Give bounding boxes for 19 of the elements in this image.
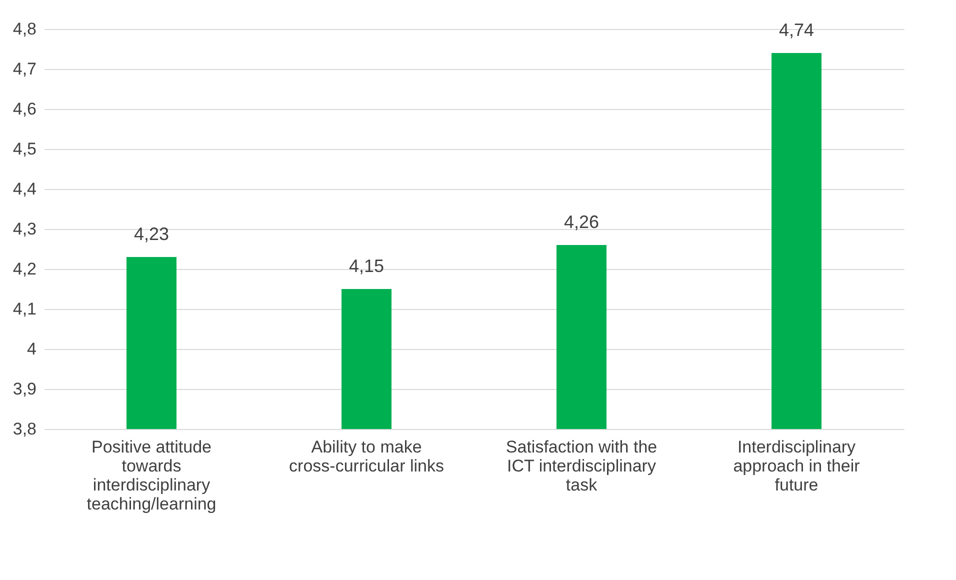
data-label: 4,23 [134, 224, 170, 244]
x-tick-label: Ability to make cross-curricular links [289, 438, 444, 476]
data-label: 4,74 [778, 20, 814, 40]
y-tick-label: 3,9 [12, 380, 36, 398]
y-tick-label: 4,7 [12, 60, 36, 78]
y-tick-label: 3,8 [12, 420, 36, 438]
x-tick-label: Interdisciplinary approach in their future [733, 438, 860, 494]
y-tick-label: 4,3 [12, 220, 36, 238]
y-tick-label: 4,1 [12, 300, 36, 318]
data-label: 4,15 [348, 256, 384, 276]
x-tick-label: Positive attitude towards interdisciplinary teaching/learning [86, 438, 216, 514]
y-tick-label: 4,5 [12, 140, 36, 158]
data-label: 4,26 [564, 212, 600, 232]
y-tick-label: 4,6 [12, 100, 36, 118]
x-tick-label: Satisfaction with the ICT interdisciplinary task [506, 438, 658, 494]
y-tick-label: 4 [27, 340, 36, 358]
y-tick-label: 4,8 [12, 20, 36, 38]
y-tick-label: 4,4 [12, 180, 36, 198]
y-tick-label: 4,2 [12, 260, 36, 278]
